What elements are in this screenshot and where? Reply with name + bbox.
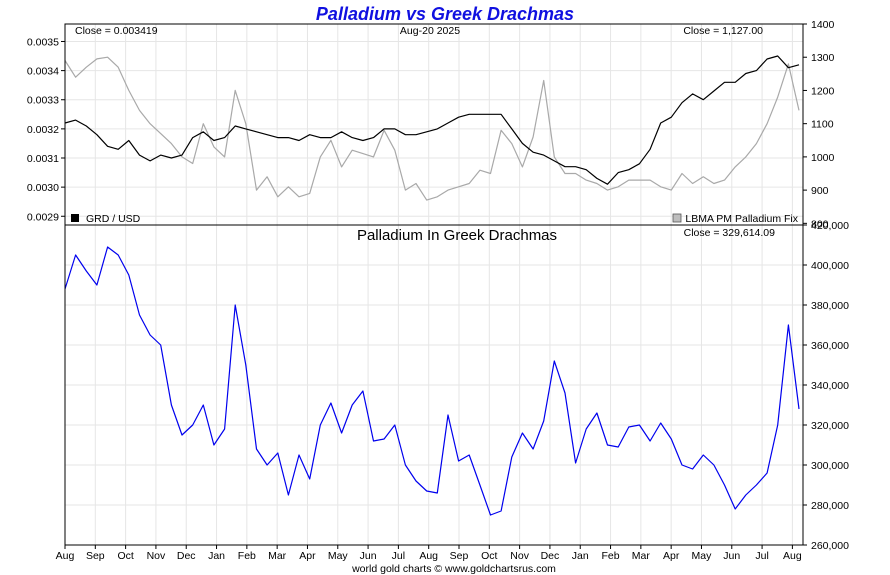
x-tick-label: Dec (541, 550, 560, 562)
top-right-tick-label: 1200 (811, 85, 835, 97)
bottom-right-tick-label: 400,000 (811, 260, 849, 272)
palladium-in-drachmas-line (64, 246, 800, 516)
x-tick-label: Mar (632, 550, 651, 562)
x-tick-label: Apr (663, 550, 680, 562)
bottom-close-label: Close = 329,614.09 (684, 227, 776, 239)
top-right-axis: 1400 1300 1200 1100 1000 900 800 (803, 19, 835, 230)
x-tick-label: May (692, 550, 713, 562)
top-right-tick-label: 900 (811, 185, 829, 197)
bottom-right-tick-label: 320,000 (811, 420, 849, 432)
top-grid (64, 24, 803, 225)
x-tick-label: Feb (601, 550, 619, 562)
footer-credit: world gold charts © www.goldchartsrus.co… (351, 563, 556, 575)
top-right-tick-label: 1000 (811, 152, 835, 164)
x-tick-label: Sep (86, 550, 105, 562)
top-panel-frame (64, 23, 804, 226)
bottom-right-tick-label: 300,000 (811, 460, 849, 472)
top-left-axis: 0.0035 0.0034 0.0033 0.0032 0.0031 0.0030 0.00… (27, 36, 65, 223)
top-right-tick-label: 800 (811, 218, 829, 230)
x-tick-label: Feb (238, 550, 256, 562)
x-tick-label: Dec (177, 550, 196, 562)
top-right-tick-label: 1100 (811, 119, 834, 131)
legend-palladium-label: LBMA PM Palladium Fix (685, 213, 798, 225)
x-tick-label: Jun (723, 550, 740, 562)
x-tick-label: Nov (510, 550, 529, 562)
bottom-right-tick-label: 360,000 (811, 340, 849, 352)
x-tick-label: Jan (572, 550, 589, 562)
top-close-right-label: Close = 1,127.00 (683, 25, 763, 37)
bottom-right-tick-label: 340,000 (811, 380, 849, 392)
x-tick-label: Sep (450, 550, 469, 562)
top-left-tick-label: 0.0034 (27, 66, 59, 78)
top-right-tick-label: 1400 (811, 19, 835, 31)
top-close-left-label: Close = 0.003419 (75, 25, 158, 37)
top-left-tick-label: 0.0033 (27, 95, 59, 107)
top-left-tick-label: 0.0031 (27, 153, 59, 165)
top-left-tick-label: 0.0032 (27, 124, 59, 136)
x-tick-label: Aug (419, 550, 438, 562)
x-tick-label: May (328, 550, 349, 562)
grd-usd-line (64, 55, 800, 185)
top-left-tick-label: 0.0035 (27, 36, 59, 48)
bottom-panel-title: Palladium In Greek Drachmas (357, 227, 557, 244)
bottom-right-axis: 420,000 400,000 380,000 360,000 340,000 320,0… (803, 220, 849, 552)
top-right-tick-label: 1300 (811, 52, 835, 64)
x-tick-label: Aug (56, 550, 75, 562)
legend-grd-label: GRD / USD (86, 213, 141, 225)
series-lines (64, 55, 800, 516)
legend-palladium-swatch (672, 213, 682, 223)
bottom-right-tick-label: 260,000 (811, 540, 849, 552)
x-tick-label: Aug (783, 550, 802, 562)
x-tick-label: Oct (117, 550, 133, 562)
chart-title: Palladium vs Greek Drachmas (316, 4, 574, 24)
x-tick-label: Apr (299, 550, 316, 562)
palladium-fix-line (64, 56, 800, 201)
x-tick-label: Mar (268, 550, 287, 562)
x-tick-label: Nov (147, 550, 166, 562)
x-tick-label: Jul (392, 550, 405, 562)
x-tick-label: Jul (755, 550, 768, 562)
x-tick-label: Jun (360, 550, 377, 562)
bottom-right-tick-label: 420,000 (811, 220, 849, 232)
top-date-label: Aug-20 2025 (400, 25, 460, 37)
legend-grd-swatch (71, 214, 79, 222)
top-left-tick-label: 0.0030 (27, 182, 59, 194)
bottom-right-tick-label: 280,000 (811, 500, 849, 512)
x-tick-label: Jan (208, 550, 225, 562)
bottom-grid (64, 224, 803, 546)
top-left-tick-label: 0.0029 (27, 211, 59, 223)
x-axis: Aug Sep Oct Nov Dec Jan Feb Mar Apr May Jun Jul Aug S… (56, 545, 802, 562)
bottom-right-tick-label: 380,000 (811, 300, 849, 312)
x-tick-label: Oct (481, 550, 497, 562)
